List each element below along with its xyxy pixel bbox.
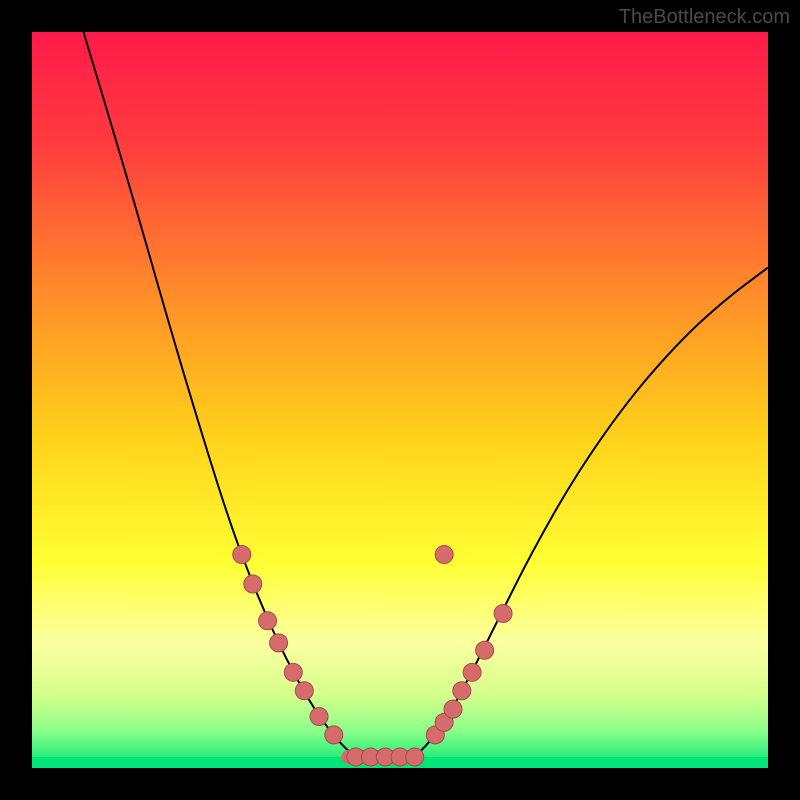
chart-marker	[295, 682, 313, 700]
chart-marker	[453, 682, 471, 700]
chart-marker	[463, 663, 481, 681]
chart-marker	[444, 700, 462, 718]
chart-marker	[244, 575, 262, 593]
chart-plot-area	[32, 32, 768, 768]
chart-marker	[233, 546, 251, 564]
chart-background	[32, 32, 768, 768]
chart-marker	[476, 641, 494, 659]
chart-marker	[259, 612, 277, 630]
chart-marker	[284, 663, 302, 681]
chart-marker	[435, 546, 453, 564]
chart-marker	[325, 726, 343, 744]
chart-marker	[494, 604, 512, 622]
chart-marker	[310, 707, 328, 725]
chart-marker	[406, 748, 424, 766]
watermark-text: TheBottleneck.com	[619, 6, 790, 29]
chart-marker	[270, 634, 288, 652]
bottleneck-chart	[32, 32, 768, 768]
